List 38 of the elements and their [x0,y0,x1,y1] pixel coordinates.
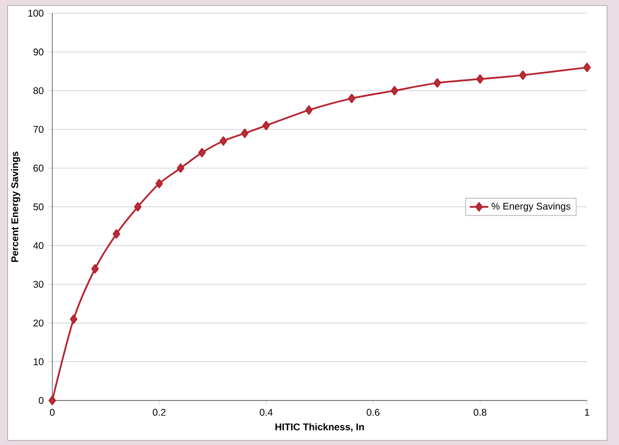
y-tick-label: 40 [33,242,44,249]
point [220,136,228,146]
y-tick-label: 70 [34,126,44,133]
point [434,78,441,88]
y-tick-label: 30 [33,280,44,288]
y-tick-label: 50 [33,203,44,210]
x-tick-label: 0.2 [152,408,166,416]
y-tick-label: 10 [34,358,44,366]
x-tick-label: 1 [585,408,590,416]
point [48,396,56,406]
legend-label: % Energy Savings [492,202,570,212]
x-tick-label: 0 [50,408,55,416]
point [262,120,270,130]
y-tick-label: 60 [34,164,44,172]
point [176,163,184,173]
x-axis-title: HITIC Thickness, In [275,423,364,432]
y-tick-label: 90 [33,48,44,56]
point [134,202,142,212]
point [112,229,120,239]
point [476,74,484,84]
point [519,70,527,80]
point [390,86,398,96]
point [70,314,78,324]
x-tick-label: 0.6 [366,408,380,416]
x-tick-label: 0.8 [474,408,486,416]
x-tick-label: 0.4 [260,408,273,416]
point [305,105,313,115]
point [583,62,591,72]
point [91,264,99,274]
point [241,128,248,138]
y-axis-title: Percent Energy Savings [11,152,20,262]
point [198,148,206,158]
y-tick-label: 20 [34,320,44,326]
point [348,94,356,104]
point [156,178,163,188]
y-tick-label: 100 [28,10,44,17]
y-tick-label: 0 [38,397,44,404]
y-tick-label: 80 [33,87,44,94]
